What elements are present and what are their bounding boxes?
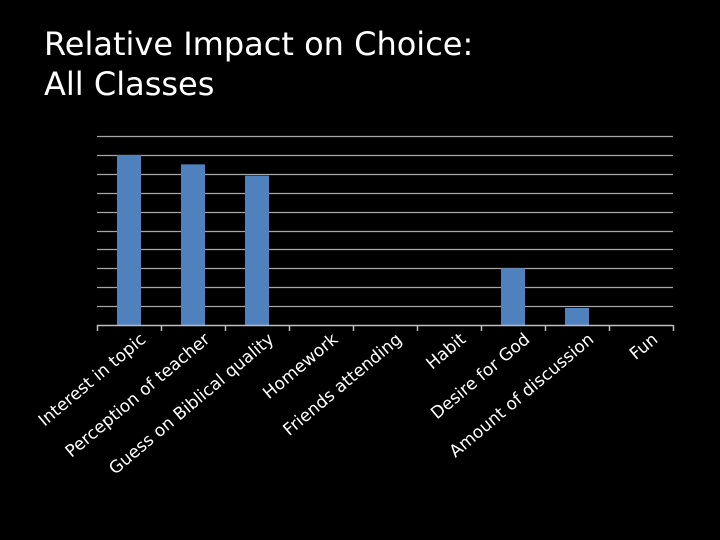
title-line-1: Relative Impact on Choice: xyxy=(44,25,474,63)
bar xyxy=(245,175,269,325)
bar xyxy=(565,307,589,325)
x-tick-label: Friends attending xyxy=(279,330,406,441)
slide-title: Relative Impact on Choice: All Classes xyxy=(44,24,473,104)
bars xyxy=(117,154,589,325)
x-tick-label: Fun xyxy=(626,330,662,365)
x-tick-label: Habit xyxy=(423,329,471,374)
title-line-2: All Classes xyxy=(44,65,215,103)
bar xyxy=(501,268,525,325)
bar xyxy=(117,154,141,325)
x-tick-label: Interest in topic xyxy=(35,330,150,431)
x-axis xyxy=(96,324,675,331)
bar xyxy=(181,164,205,325)
